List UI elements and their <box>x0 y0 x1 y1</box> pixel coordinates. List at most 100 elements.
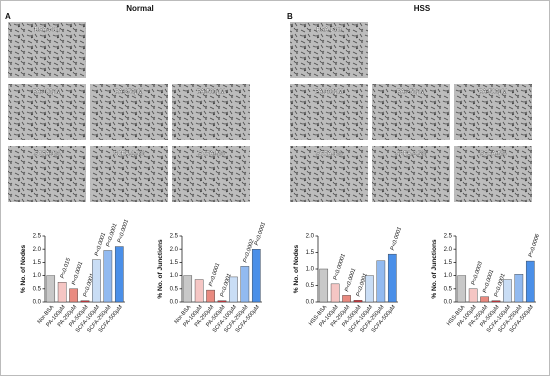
bar <box>114 246 124 303</box>
y-axis-label: % No. of Nodes <box>293 244 300 293</box>
bar <box>183 275 193 303</box>
p-value: P=0.0006 <box>528 233 541 259</box>
y-tick-label: 1.5 <box>33 260 42 266</box>
image-label: SCFA-5% <box>198 152 225 158</box>
panel-letter: A <box>5 12 11 21</box>
panel-title: Normal <box>126 4 154 13</box>
p-value: P<0.0001 <box>71 261 84 286</box>
bar <box>229 276 238 303</box>
image-label: SCFA-2.5% <box>395 152 427 158</box>
bar <box>376 260 386 303</box>
bar <box>194 279 204 303</box>
y-tick-label: 0.5 <box>33 286 42 292</box>
bar <box>491 300 501 303</box>
y-tick-label: 1.5 <box>170 260 179 266</box>
micrograph <box>172 84 250 140</box>
image-label: SCFA-1% <box>34 152 61 158</box>
y-tick-label: 0.0 <box>306 300 315 306</box>
bar <box>217 300 227 303</box>
y-tick-label: 0.5 <box>170 286 179 292</box>
image-label: SCFA-2.5% <box>113 152 145 158</box>
y-tick-label: 2.0 <box>444 247 453 253</box>
y-tick-label: 2.5 <box>33 234 42 240</box>
y-tick-label: 0.0 <box>33 300 42 306</box>
bar <box>69 288 78 303</box>
y-tick-label: 1.0 <box>170 273 179 279</box>
bar <box>525 260 535 303</box>
bar <box>319 268 329 303</box>
y-axis-label: % No. of Junctions <box>157 239 164 299</box>
micrograph <box>372 146 450 202</box>
image-label: PA-500µM <box>479 90 507 96</box>
bar <box>387 253 397 303</box>
micrograph <box>290 146 368 202</box>
y-tick-label: 2.0 <box>306 234 315 240</box>
panel-letter: B <box>287 12 293 21</box>
micrograph <box>454 146 532 202</box>
y-tick-label: 1.5 <box>444 260 453 266</box>
p-value: P<0.0001 <box>254 221 267 246</box>
micrograph <box>90 84 168 140</box>
y-tick-label: 1.0 <box>444 273 453 279</box>
bar <box>480 296 489 303</box>
micrograph <box>454 84 532 140</box>
bar <box>57 282 67 303</box>
bar <box>46 275 56 303</box>
y-tick-label: 1.0 <box>306 267 315 273</box>
image-label: BSA-Con <box>316 28 341 34</box>
image-label: PA-250µM <box>115 90 143 96</box>
micrograph <box>290 84 368 140</box>
bar <box>251 248 261 303</box>
bar <box>206 289 215 303</box>
image-label: PA-100µM <box>33 90 61 96</box>
bar <box>468 288 478 303</box>
image-label: SCFA-5% <box>480 152 507 158</box>
bar <box>240 266 250 303</box>
y-tick-label: 2.5 <box>170 234 179 240</box>
bar <box>514 274 524 303</box>
y-tick-label: 0.5 <box>306 283 315 289</box>
y-tick-label: 0.0 <box>170 300 179 306</box>
y-axis-label: % No. of Junctions <box>431 239 438 299</box>
micrograph <box>8 22 86 78</box>
p-value: P=0.0001 <box>208 262 221 287</box>
bar <box>103 250 113 303</box>
micrograph <box>8 84 86 140</box>
bar <box>342 295 351 303</box>
micrograph <box>372 84 450 140</box>
micrograph <box>8 146 86 202</box>
image-label: BSA-Con <box>34 28 59 34</box>
y-tick-label: 2.0 <box>33 247 42 253</box>
panel-title: HSS <box>414 4 431 13</box>
micrograph <box>290 22 368 78</box>
bar <box>503 279 512 303</box>
p-value: P<0.0001 <box>344 268 357 293</box>
image-label: PA-250µM <box>397 90 425 96</box>
bar <box>330 283 340 303</box>
p-value: P<0.00001 <box>333 253 347 281</box>
y-axis-label: % No. of Nodes <box>20 244 27 293</box>
p-value: P<0.0001 <box>105 223 118 248</box>
bar <box>80 300 90 303</box>
y-tick-label: 1.0 <box>33 273 42 279</box>
p-value: P=0.0003 <box>471 260 484 286</box>
image-label: PA-500µM <box>197 90 225 96</box>
image-label: SCFA-1% <box>316 152 343 158</box>
image-label: PA-100µM <box>315 90 343 96</box>
p-value: P=0.015 <box>60 257 72 280</box>
y-tick-label: 2.0 <box>170 247 179 253</box>
bar <box>457 275 467 303</box>
p-value: P<0.0001 <box>482 269 495 294</box>
micrograph <box>172 146 250 202</box>
bar <box>92 259 101 303</box>
y-tick-label: 1.5 <box>306 250 315 256</box>
y-tick-label: 0.0 <box>444 300 453 306</box>
y-tick-label: 2.5 <box>444 234 453 240</box>
micrograph <box>90 146 168 202</box>
bar <box>365 275 374 303</box>
bar <box>353 300 363 303</box>
y-tick-label: 0.5 <box>444 286 453 292</box>
p-value: P<0.0001 <box>117 219 130 244</box>
p-value: P<0.0001 <box>390 226 403 251</box>
